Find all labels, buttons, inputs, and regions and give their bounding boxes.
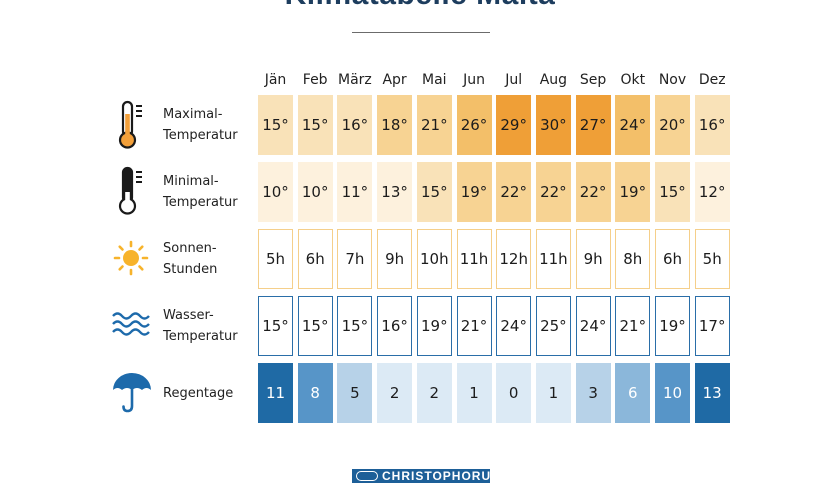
row-label-line: Wasser- <box>163 308 214 323</box>
title-divider <box>352 32 490 33</box>
month-label: Nov <box>658 72 687 88</box>
table-cell: 13 <box>694 363 730 423</box>
row-label: Sonnen- Stunden <box>163 238 217 280</box>
table-cell: 22° <box>575 162 611 222</box>
table-cell: 5h <box>694 229 730 289</box>
table-cell: 6h <box>655 229 690 289</box>
row-label-line: Maximal- <box>163 107 223 122</box>
table-cell: 29° <box>496 95 532 155</box>
row-label: Minimal- Temperatur <box>163 171 238 213</box>
table-cell: 15° <box>297 296 333 356</box>
month-label: Jun <box>463 72 485 88</box>
table-cell: 3 <box>575 363 611 423</box>
logo-text: CHRISTOPHORUS <box>382 469 501 483</box>
month-label: Feb <box>302 72 328 88</box>
table-cell: 11 <box>258 363 293 423</box>
table-cell: 24° <box>575 296 611 356</box>
row-label-line: Minimal- <box>163 174 219 189</box>
table-cell: 27° <box>575 95 611 155</box>
table-cell: 2 <box>377 363 413 423</box>
table-cell: 1 <box>535 363 571 423</box>
table-cell: 15° <box>258 296 293 356</box>
month-label: Aug <box>539 72 568 88</box>
chart-title: Klimatabelle Malta <box>0 0 840 12</box>
table-cell: 18° <box>377 95 413 155</box>
month-label: März <box>338 72 372 88</box>
table-cell: 8h <box>615 229 651 289</box>
table-cell: 20° <box>655 95 690 155</box>
table-cell: 15° <box>655 162 690 222</box>
table-cell: 24° <box>496 296 532 356</box>
table-cell: 11° <box>337 162 373 222</box>
row-label-line: Temperatur <box>163 128 238 143</box>
table-cell: 9h <box>377 229 413 289</box>
table-cell: 19° <box>456 162 492 222</box>
table-cell: 2 <box>416 363 452 423</box>
table-cell: 9h <box>575 229 611 289</box>
thermometer-low-icon <box>111 166 153 216</box>
table-cell: 16° <box>694 95 730 155</box>
table-cell: 21° <box>615 296 651 356</box>
table-cell: 25° <box>535 296 571 356</box>
table-cell: 15° <box>416 162 452 222</box>
table-cell: 5h <box>258 229 293 289</box>
table-cell: 6h <box>297 229 333 289</box>
table-cell: 15° <box>337 296 373 356</box>
table-cell: 1 <box>456 363 492 423</box>
month-label: Okt <box>620 72 646 88</box>
month-label: Jul <box>505 72 523 88</box>
row-label: Regentage <box>163 383 233 404</box>
table-cell: 0 <box>496 363 532 423</box>
table-cell: 15° <box>258 95 293 155</box>
table-cell: 26° <box>456 95 492 155</box>
table-cell: 5 <box>337 363 373 423</box>
brand-logo: CHRISTOPHORUS <box>352 469 499 483</box>
thermometer-high-icon <box>111 100 153 150</box>
sun-icon <box>111 234 153 284</box>
table-cell: 17° <box>694 296 730 356</box>
row-label: Wasser- Temperatur <box>163 305 238 347</box>
table-cell: 22° <box>535 162 571 222</box>
table-cell: 19° <box>655 296 690 356</box>
table-cell: 10 <box>655 363 690 423</box>
table-cell: 7h <box>337 229 373 289</box>
month-label: Apr <box>382 72 407 88</box>
month-label: Dez <box>698 72 726 88</box>
table-cell: 6 <box>615 363 651 423</box>
table-cell: 21° <box>456 296 492 356</box>
table-cell: 16° <box>377 296 413 356</box>
table-cell: 24° <box>615 95 651 155</box>
table-cell: 10h <box>416 229 452 289</box>
table-cell: 15° <box>297 95 333 155</box>
waves-icon <box>111 300 153 350</box>
table-cell: 8 <box>297 363 333 423</box>
row-label-line: Sonnen- <box>163 241 217 256</box>
table-cell: 12° <box>694 162 730 222</box>
table-cell: 19° <box>416 296 452 356</box>
table-cell: 12h <box>496 229 532 289</box>
table-cell: 21° <box>416 95 452 155</box>
row-label: Maximal- Temperatur <box>163 104 238 146</box>
table-cell: 13° <box>377 162 413 222</box>
row-label-line: Temperatur <box>163 329 238 344</box>
table-cell: 11h <box>535 229 571 289</box>
table-cell: 30° <box>535 95 571 155</box>
row-label-line: Stunden <box>163 262 218 277</box>
table-cell: 11h <box>456 229 492 289</box>
month-label: Mai <box>422 72 447 88</box>
month-label: Jän <box>264 72 287 88</box>
table-cell: 16° <box>337 95 373 155</box>
table-cell: 22° <box>496 162 532 222</box>
table-cell: 19° <box>615 162 651 222</box>
row-label-line: Regentage <box>163 385 234 401</box>
umbrella-icon <box>111 368 153 418</box>
month-label: Sep <box>579 72 607 88</box>
row-label-line: Temperatur <box>163 195 238 210</box>
table-cell: 10° <box>258 162 293 222</box>
table-cell: 10° <box>297 162 333 222</box>
